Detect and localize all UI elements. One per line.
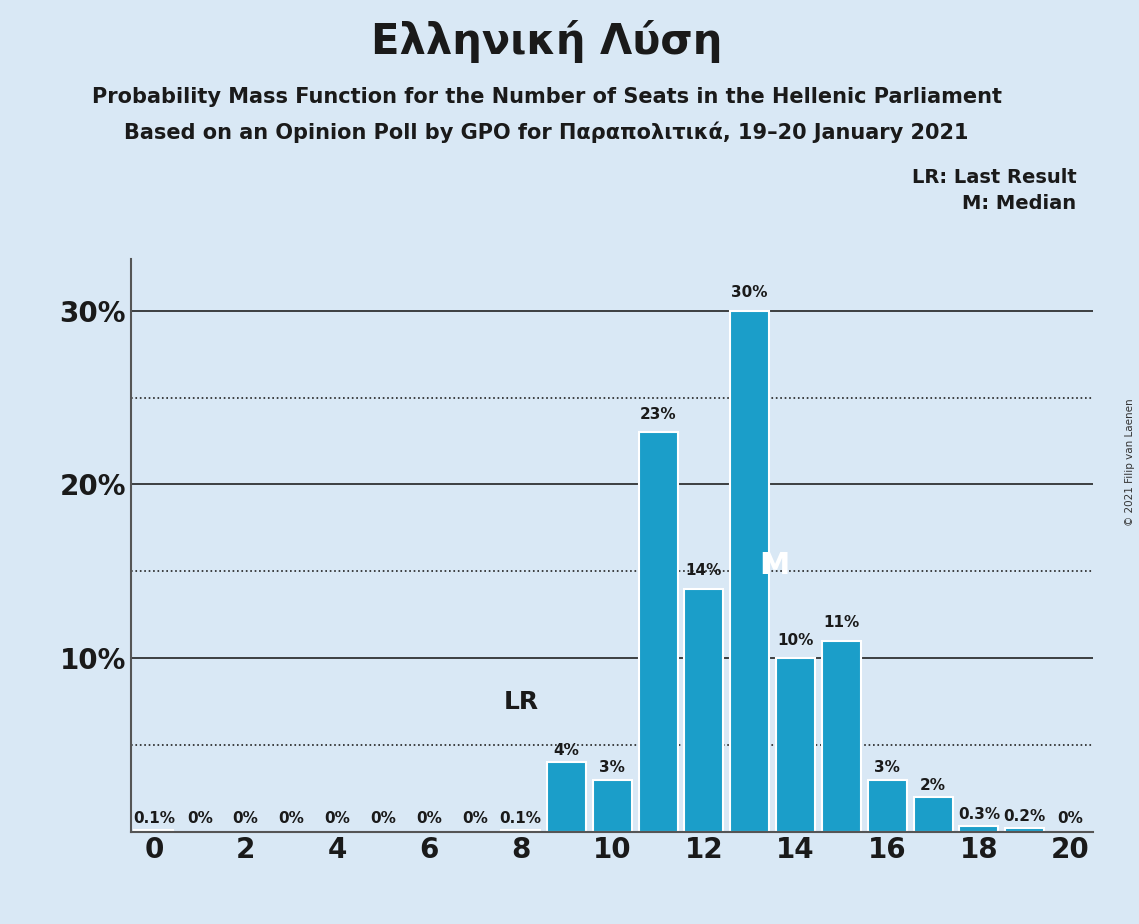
Text: Based on an Opinion Poll by GPO for Παραπολιτικά, 19–20 January 2021: Based on an Opinion Poll by GPO for Παρα… [124,121,969,143]
Bar [639,432,678,832]
Text: 0%: 0% [325,811,350,826]
Bar [685,589,723,832]
Text: 0.1%: 0.1% [500,810,541,825]
Text: 0.1%: 0.1% [133,810,175,825]
Text: © 2021 Filip van Laenen: © 2021 Filip van Laenen [1125,398,1134,526]
Bar [501,830,540,832]
Text: LR: Last Result: LR: Last Result [911,168,1076,187]
Bar [547,762,585,832]
Text: 0.2%: 0.2% [1003,808,1046,824]
Bar [913,796,952,832]
Text: 0%: 0% [278,811,304,826]
Bar [134,830,173,832]
Text: 0%: 0% [461,811,487,826]
Text: 30%: 30% [731,286,768,300]
Text: 0%: 0% [416,811,442,826]
Text: Ελληνική Λύση: Ελληνική Λύση [371,20,722,63]
Text: 14%: 14% [686,563,722,578]
Bar [959,826,999,832]
Text: 2%: 2% [920,777,947,793]
Text: 10%: 10% [777,633,813,648]
Text: Probability Mass Function for the Number of Seats in the Hellenic Parliament: Probability Mass Function for the Number… [92,87,1001,107]
Text: 4%: 4% [554,743,580,758]
Text: 23%: 23% [640,407,677,422]
Text: M: Median: M: Median [962,194,1076,213]
Bar [592,780,632,832]
Text: LR: LR [503,689,539,713]
Bar [1006,828,1044,832]
Bar [730,310,769,832]
Text: 3%: 3% [875,760,900,775]
Bar [776,658,816,832]
Text: 11%: 11% [823,615,860,630]
Text: 0%: 0% [187,811,213,826]
Text: 3%: 3% [599,760,625,775]
Bar [868,780,907,832]
Text: 0%: 0% [1058,811,1083,826]
Text: 0%: 0% [370,811,396,826]
Text: M: M [760,551,790,580]
Bar [822,640,861,832]
Text: 0%: 0% [232,811,259,826]
Text: 0.3%: 0.3% [958,807,1000,822]
